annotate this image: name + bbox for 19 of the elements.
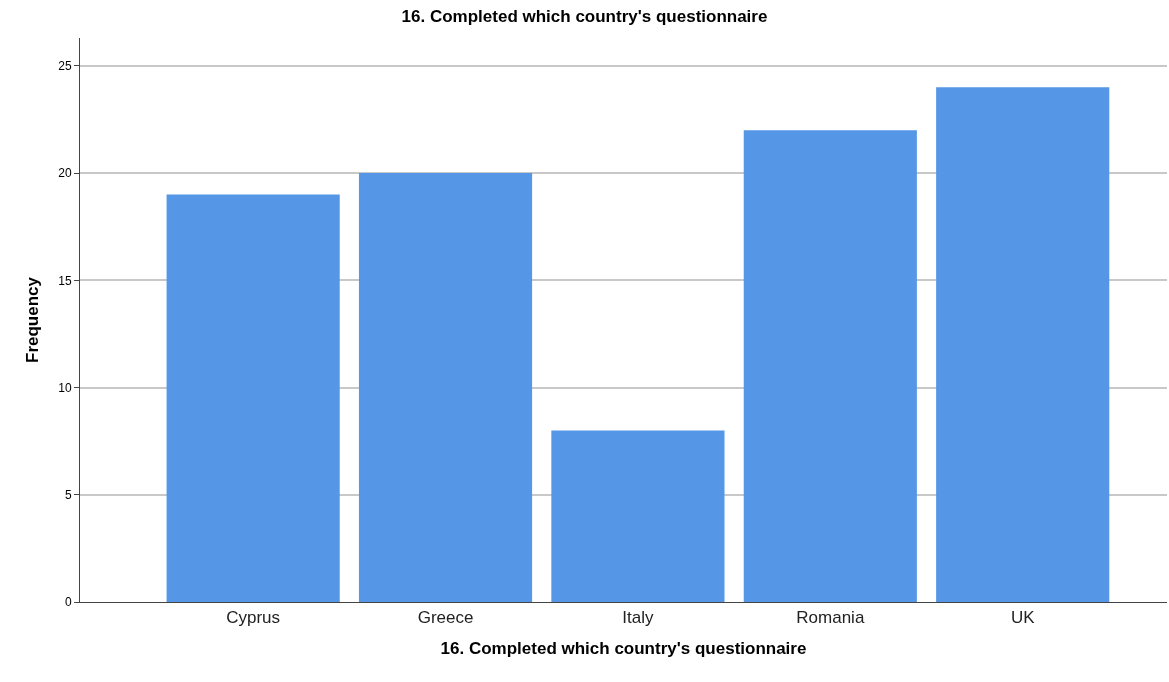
x-axis-title: 16. Completed which country's questionnaire [440, 638, 807, 658]
y-tick-label: 10 [58, 380, 72, 395]
chart-title: 16. Completed which country's questionnaire [401, 7, 768, 27]
bar [936, 87, 1110, 602]
y-tick-label: 0 [64, 595, 72, 610]
x-tick-label: Romania [796, 608, 865, 628]
y-tick-label: 15 [58, 273, 72, 288]
bar [551, 430, 725, 602]
x-tick-label: Greece [417, 608, 474, 628]
x-tick-label: UK [1010, 608, 1036, 628]
y-tick-label: 5 [64, 487, 72, 502]
bar [358, 173, 533, 602]
y-tick-label: 20 [58, 166, 72, 181]
bar [743, 130, 917, 602]
x-tick-label: Italy [622, 608, 655, 628]
x-tick-label: Cyprus [226, 608, 281, 628]
y-tick-label: 25 [58, 59, 72, 74]
bar [166, 194, 340, 602]
y-axis-title: Frequency [22, 276, 42, 363]
